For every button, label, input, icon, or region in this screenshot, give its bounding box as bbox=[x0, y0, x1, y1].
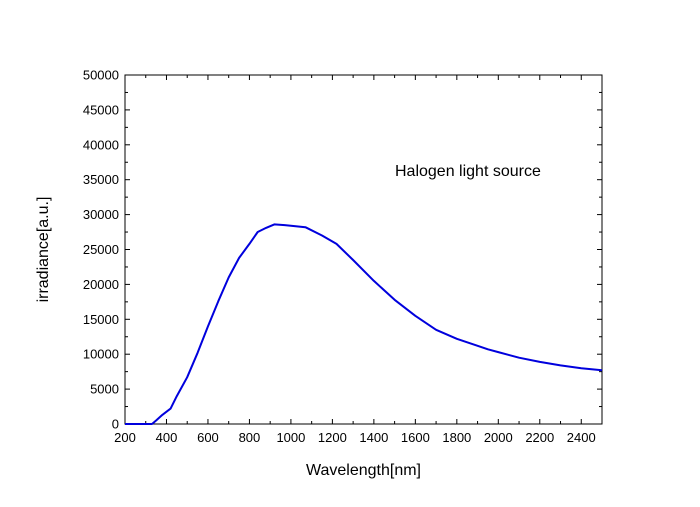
x-axis-title: Wavelength[nm] bbox=[306, 462, 421, 479]
y-tick-label: 5000 bbox=[90, 382, 119, 397]
y-tick-label: 45000 bbox=[83, 102, 119, 117]
x-tick-label: 200 bbox=[114, 430, 136, 445]
y-axis-ticks: 0 5000 10000 15000 20000 25000 30000 35000 40000… bbox=[83, 68, 602, 432]
y-axis-title: irradiance[a.u.] bbox=[35, 197, 52, 303]
x-tick-label: 2400 bbox=[567, 430, 596, 445]
x-tick-label: 1800 bbox=[442, 430, 471, 445]
y-tick-label: 50000 bbox=[83, 68, 119, 83]
x-tick-label: 2200 bbox=[525, 430, 554, 445]
x-axis-ticks: 200 400 600 800 1000 1200 1400 1600 1800 2000 2200… bbox=[114, 75, 603, 445]
x-tick-label: 1600 bbox=[401, 430, 430, 445]
y-tick-label: 10000 bbox=[83, 347, 119, 362]
x-tick-label: 2000 bbox=[484, 430, 513, 445]
chart-annotation: Halogen light source bbox=[395, 163, 541, 180]
y-tick-label: 40000 bbox=[83, 137, 119, 152]
y-tick-label: 15000 bbox=[83, 312, 119, 327]
y-tick-label: 25000 bbox=[83, 242, 119, 257]
x-tick-label: 1200 bbox=[318, 430, 347, 445]
plot-border bbox=[124, 74, 603, 425]
x-tick-label: 1000 bbox=[276, 430, 305, 445]
x-tick-label: 400 bbox=[156, 430, 178, 445]
y-tick-label: 20000 bbox=[83, 277, 119, 292]
y-tick-label: 30000 bbox=[83, 207, 119, 222]
x-tick-label: 1400 bbox=[359, 430, 388, 445]
series-line-0 bbox=[125, 223, 603, 425]
series-layer bbox=[125, 223, 603, 425]
x-tick-label: 800 bbox=[239, 430, 261, 445]
y-tick-label: 35000 bbox=[83, 172, 119, 187]
x-tick-label: 600 bbox=[197, 430, 219, 445]
y-tick-label: 0 bbox=[112, 417, 119, 432]
plot-frame bbox=[124, 74, 603, 425]
